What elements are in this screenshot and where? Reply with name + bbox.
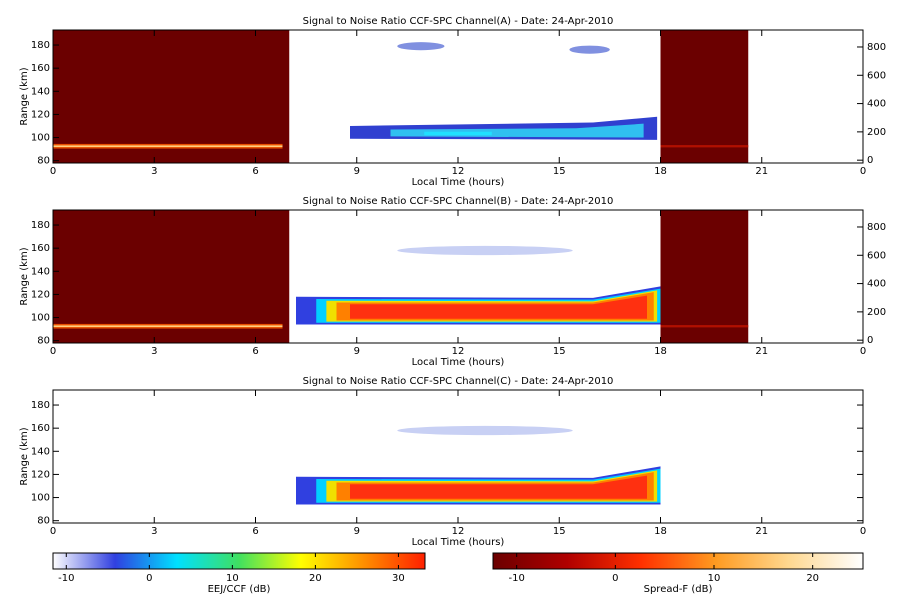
panel-title: Signal to Noise Ratio CCF-SPC Channel(C)… [303, 376, 614, 387]
x-tick-label: 9 [354, 526, 360, 537]
x-tick-label: 18 [654, 526, 667, 537]
x-axis-label: Local Time (hours) [412, 357, 505, 368]
y-tick-label: 140 [31, 86, 50, 97]
y-tick-label: 180 [31, 400, 50, 411]
y-tick-label: 140 [31, 266, 50, 277]
x-tick-label: 18 [654, 346, 667, 357]
x-tick-label: 15 [553, 166, 566, 177]
colorbar-tick-label: 0 [146, 573, 152, 584]
y-tick-label: 120 [31, 469, 50, 480]
y2-tick-label: 0 [867, 155, 873, 166]
x-tick-label: 18 [654, 166, 667, 177]
y-tick-label: 140 [31, 446, 50, 457]
colorbar-label: Spread-F (dB) [644, 584, 713, 595]
colorbar-tick-label: 30 [392, 573, 405, 584]
y-tick-label: 160 [31, 243, 50, 254]
region [53, 30, 290, 163]
region [424, 131, 492, 136]
colorbar-tick-label: -10 [58, 573, 74, 584]
y-tick-label: 120 [31, 109, 50, 120]
y2-tick-label: 400 [867, 279, 886, 290]
colorbar-tick-label: -10 [509, 573, 525, 584]
region [53, 325, 283, 328]
x-tick-label: 3 [151, 166, 157, 177]
region [350, 475, 647, 499]
y-tick-label: 100 [31, 313, 50, 324]
panel-title: Signal to Noise Ratio CCF-SPC Channel(A)… [303, 16, 614, 27]
colorbar-tick-label: 10 [708, 573, 721, 584]
y-tick-label: 180 [31, 220, 50, 231]
y-tick-label: 160 [31, 63, 50, 74]
y-tick-label: 100 [31, 133, 50, 144]
region [53, 145, 283, 148]
x-axis-label: Local Time (hours) [412, 177, 505, 188]
y-axis-label: Range (km) [19, 427, 30, 485]
x-axis-label: Local Time (hours) [412, 537, 505, 548]
x-tick-label: 12 [452, 526, 465, 537]
x-tick-label: 3 [151, 346, 157, 357]
y-axis-label: Range (km) [19, 247, 30, 305]
x-tick-label: 0 [50, 346, 56, 357]
x-tick-label: 12 [452, 346, 465, 357]
x-tick-label: 21 [755, 346, 768, 357]
x-tick-label: 0 [50, 526, 56, 537]
colorbar-label: EEJ/CCF (dB) [208, 584, 271, 595]
y-tick-label: 80 [37, 156, 50, 167]
colorbar-tick-label: 0 [612, 573, 618, 584]
x-tick-label: 15 [553, 526, 566, 537]
x-tick-label: 0 [860, 526, 866, 537]
y-tick-label: 120 [31, 289, 50, 300]
y-tick-label: 80 [37, 516, 50, 527]
x-tick-label: 6 [252, 346, 258, 357]
y-tick-label: 180 [31, 40, 50, 51]
y2-tick-label: 0 [867, 335, 873, 346]
x-tick-label: 0 [50, 166, 56, 177]
region [660, 325, 749, 328]
x-tick-label: 6 [252, 526, 258, 537]
heatmap-image [53, 30, 749, 163]
region [53, 210, 290, 343]
y-tick-label: 100 [31, 493, 50, 504]
region [397, 425, 573, 436]
x-tick-label: 9 [354, 346, 360, 357]
y2-tick-label: 800 [867, 42, 886, 53]
heatmap-image [296, 425, 661, 505]
region [660, 145, 749, 148]
region [660, 30, 749, 163]
x-tick-label: 0 [860, 346, 866, 357]
region [397, 245, 573, 256]
heatmap-image [53, 210, 749, 343]
colorbar-tick-label: 20 [309, 573, 322, 584]
x-tick-label: 21 [755, 166, 768, 177]
colorbar [492, 552, 864, 570]
colorbar [52, 552, 426, 570]
panel-title: Signal to Noise Ratio CCF-SPC Channel(B)… [303, 196, 614, 207]
region [350, 295, 647, 319]
x-tick-label: 6 [252, 166, 258, 177]
x-tick-label: 0 [860, 166, 866, 177]
x-tick-label: 15 [553, 346, 566, 357]
region [569, 45, 610, 54]
x-tick-label: 12 [452, 166, 465, 177]
y-tick-label: 160 [31, 423, 50, 434]
y2-tick-label: 400 [867, 99, 886, 110]
x-tick-label: 9 [354, 166, 360, 177]
y2-tick-label: 800 [867, 222, 886, 233]
region [397, 42, 445, 51]
colorbar-tick-label: 20 [806, 573, 819, 584]
y2-tick-label: 600 [867, 70, 886, 81]
y-tick-label: 80 [37, 336, 50, 347]
region [660, 210, 749, 343]
y2-tick-label: 200 [867, 307, 886, 318]
x-tick-label: 21 [755, 526, 768, 537]
y2-tick-label: 200 [867, 127, 886, 138]
y-axis-label: Range (km) [19, 67, 30, 125]
x-tick-label: 3 [151, 526, 157, 537]
y2-tick-label: 600 [867, 250, 886, 261]
colorbar-tick-label: 10 [226, 573, 239, 584]
